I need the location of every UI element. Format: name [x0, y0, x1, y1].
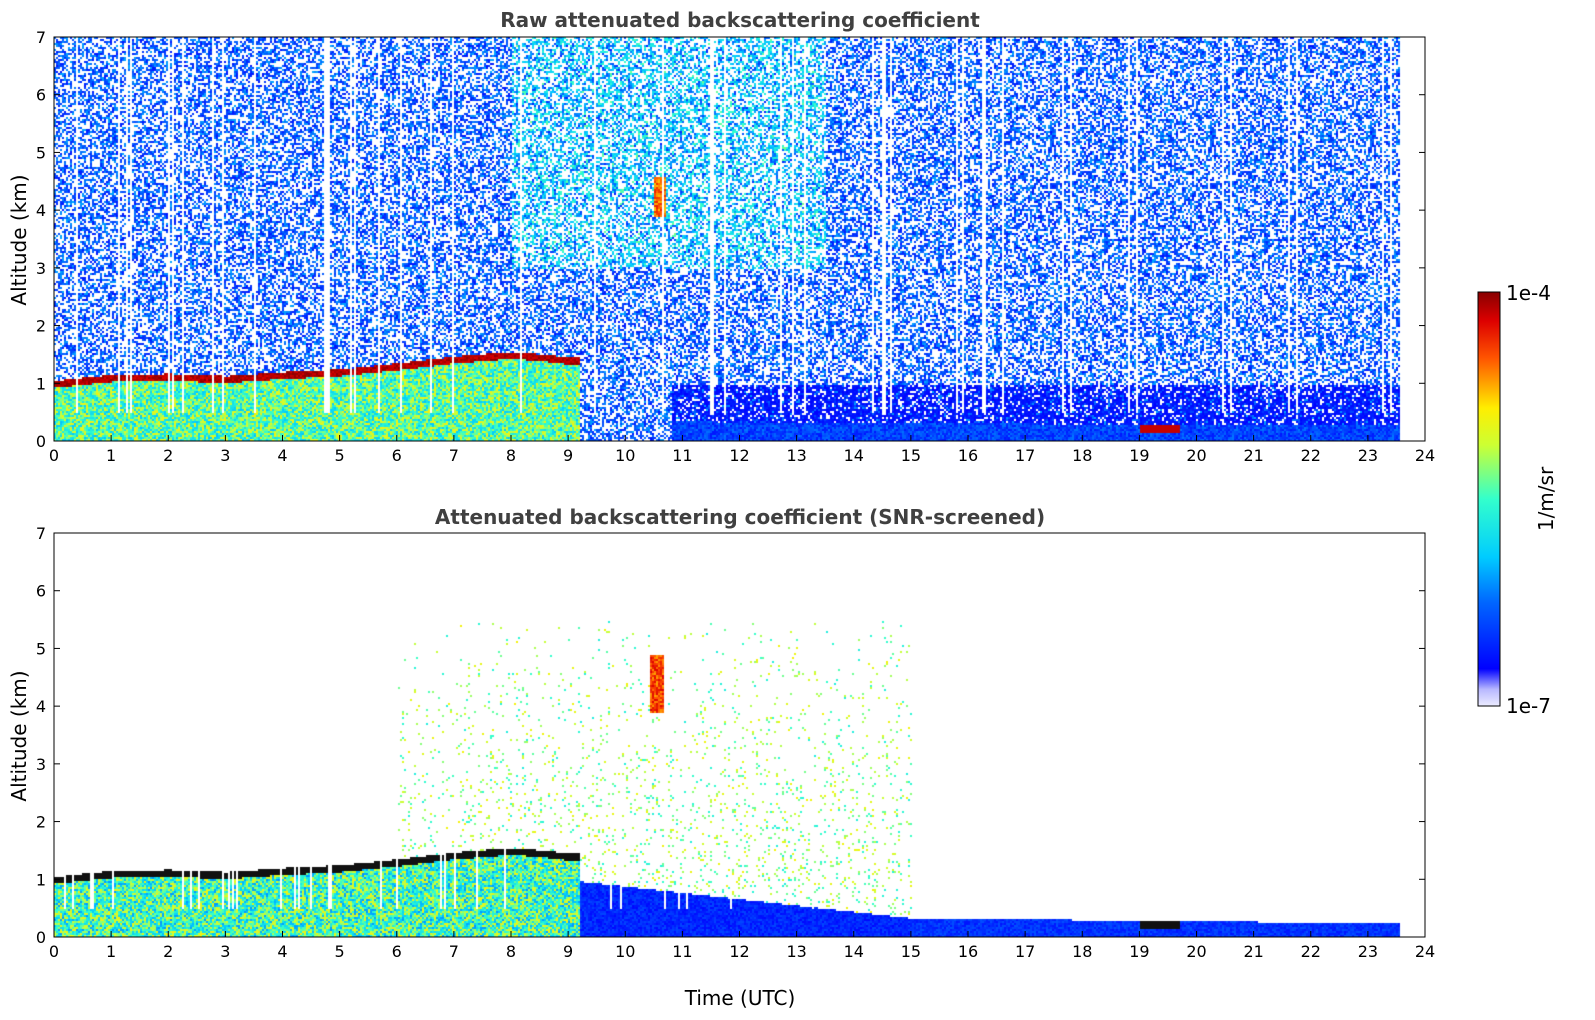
y-tick-label: 7: [36, 28, 46, 47]
x-tick-label: 17: [1015, 446, 1035, 465]
x-tick-label: 5: [335, 446, 345, 465]
x-tick-label: 2: [163, 446, 173, 465]
x-tick-label: 5: [335, 942, 345, 961]
y-tick-label: 1: [36, 870, 46, 889]
y-tick-label: 5: [36, 639, 46, 658]
x-tick-label: 18: [1072, 446, 1092, 465]
panel-raw: Raw attenuated backscattering coefficien…: [7, 8, 1435, 465]
x-tick-label: 10: [615, 446, 635, 465]
x-tick-label: 19: [1129, 446, 1149, 465]
panel-raw-title: Raw attenuated backscattering coefficien…: [500, 8, 980, 32]
y-tick-label: 7: [36, 524, 46, 543]
x-tick-label: 2: [163, 942, 173, 961]
colorbar-unit-label: 1/m/sr: [1534, 466, 1558, 531]
x-tick-label: 0: [49, 942, 59, 961]
x-tick-label: 19: [1129, 942, 1149, 961]
x-tick-label: 21: [1243, 446, 1263, 465]
plot-area-screened: [54, 533, 1425, 937]
x-tick-label: 13: [786, 446, 806, 465]
x-tick-label: 11: [672, 942, 692, 961]
x-tick-label: 16: [958, 446, 978, 465]
colorbar-min-label: 1e-7: [1506, 694, 1551, 718]
x-tick-label: 11: [672, 446, 692, 465]
axes-screened: 0 1 2 3 4 5 6 7 8 9 10 11 12 13 14 15 16 17 18 19 20 21 22 23 24…: [36, 524, 1435, 961]
x-tick-label: 24: [1415, 942, 1435, 961]
x-tick-label: 16: [958, 942, 978, 961]
axes-raw: 0 1 2 3 4 5 6 7 8 9 10 11 12 13 14 15 16 17 18 19 20 21 22 23 24…: [36, 28, 1435, 465]
x-tick-label: 13: [786, 942, 806, 961]
y-tick-label: 6: [36, 582, 46, 601]
x-tick-label: 18: [1072, 942, 1092, 961]
panel-screened-xlabel: Time (UTC): [684, 986, 796, 1010]
x-tick-label: 8: [506, 446, 516, 465]
x-tick-label: 8: [506, 942, 516, 961]
y-tick-label: 2: [36, 813, 46, 832]
x-tick-label: 7: [449, 446, 459, 465]
y-tick-label: 0: [36, 432, 46, 451]
x-tick-label: 3: [220, 446, 230, 465]
heatmap-image: [54, 533, 1425, 937]
y-tick-label: 4: [36, 201, 46, 220]
heatmap-canvas: [54, 37, 1425, 441]
x-tick-label: 12: [729, 446, 749, 465]
x-tick-label: 3: [220, 942, 230, 961]
x-tick-label: 20: [1186, 446, 1206, 465]
panel-screened-title: Attenuated backscattering coefficient (S…: [435, 505, 1045, 529]
plot-area-raw: [54, 37, 1425, 441]
y-tick-label: 0: [36, 928, 46, 947]
x-tick-label: 14: [844, 446, 864, 465]
x-tick-label: 12: [729, 942, 749, 961]
panel-screened: Attenuated backscattering coefficient (S…: [7, 505, 1435, 1010]
y-tick-label: 3: [36, 755, 46, 774]
y-tick-label: 3: [36, 259, 46, 278]
colorbar: 1e-4 1e-7 1/m/sr: [1477, 281, 1558, 718]
heatmap-canvas: [54, 533, 1425, 937]
x-tick-label: 17: [1015, 942, 1035, 961]
y-tick-label: 1: [36, 374, 46, 393]
x-tick-label: 6: [392, 942, 402, 961]
colorbar-max-label: 1e-4: [1506, 281, 1551, 305]
x-tick-label: 1: [106, 942, 116, 961]
x-tick-label: 10: [615, 942, 635, 961]
x-tick-label: 23: [1358, 942, 1378, 961]
x-tick-label: 6: [392, 446, 402, 465]
x-tick-label: 22: [1301, 446, 1321, 465]
x-tick-label: 4: [277, 942, 287, 961]
x-tick-label: 20: [1186, 942, 1206, 961]
x-tick-label: 23: [1358, 446, 1378, 465]
x-tick-label: 24: [1415, 446, 1435, 465]
y-tick-label: 2: [36, 317, 46, 336]
panel-screened-ylabel: Altitude (km): [7, 670, 31, 801]
x-tick-label: 9: [563, 446, 573, 465]
x-tick-label: 14: [844, 942, 864, 961]
x-tick-label: 7: [449, 942, 459, 961]
y-tick-label: 6: [36, 86, 46, 105]
x-tick-label: 9: [563, 942, 573, 961]
panel-raw-ylabel: Altitude (km): [7, 174, 31, 305]
x-tick-label: 4: [277, 446, 287, 465]
heatmap-image: [54, 37, 1425, 441]
x-tick-label: 15: [901, 942, 921, 961]
x-tick-label: 0: [49, 446, 59, 465]
y-tick-label: 5: [36, 143, 46, 162]
x-tick-label: 1: [106, 446, 116, 465]
x-tick-label: 21: [1243, 942, 1263, 961]
x-tick-label: 15: [901, 446, 921, 465]
y-tick-label: 4: [36, 697, 46, 716]
x-tick-label: 22: [1301, 942, 1321, 961]
colorbar-gradient: [1477, 291, 1501, 707]
